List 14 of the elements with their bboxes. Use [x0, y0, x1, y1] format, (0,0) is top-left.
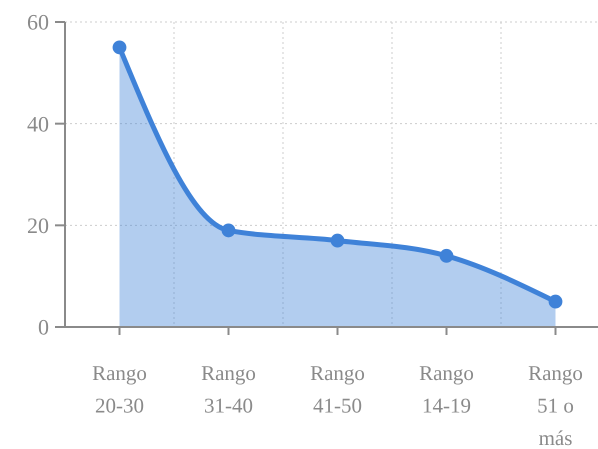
x-tick-label: Rango 51 o más: [528, 361, 583, 449]
point: [222, 224, 236, 238]
y-tick-label: 40: [27, 111, 49, 136]
x-tick-label: Rango 31-40: [201, 361, 256, 418]
point: [112, 40, 126, 54]
y-tick-label: 20: [27, 213, 49, 238]
x-tick-label: Rango 41-50: [310, 361, 365, 418]
y-tick-label: 0: [38, 314, 49, 340]
point: [330, 234, 344, 248]
y-tick-label: 60: [27, 10, 49, 35]
x-tick-label: Rango 14-19: [419, 361, 474, 418]
point: [548, 294, 562, 308]
point: [440, 248, 454, 263]
x-tick-label: Rango 20-30: [92, 361, 147, 418]
